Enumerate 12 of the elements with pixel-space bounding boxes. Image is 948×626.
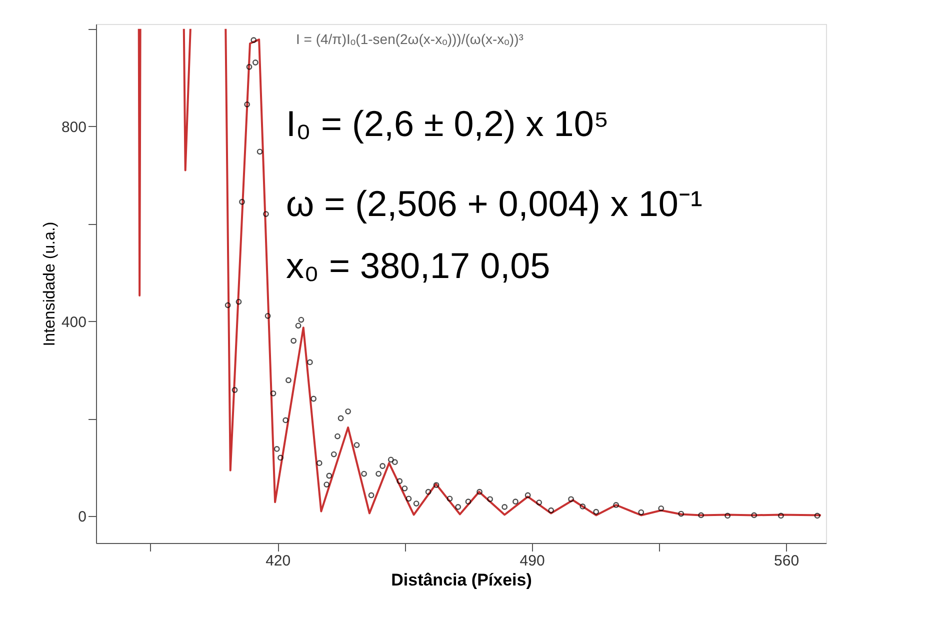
x-tick-label: 490 [520, 552, 545, 570]
x-tick-label: 420 [266, 552, 291, 570]
y-tick-label: 0 [78, 508, 86, 526]
x-tick-label: 560 [774, 552, 800, 570]
annotation: x₀ = 380,17 0,05 [286, 245, 550, 286]
y-axis-title: Intensidade (u.a.) [41, 222, 58, 346]
x-axis-title: Distância (Píxeis) [391, 570, 532, 590]
annotation: ω = (2,506 + 0,004) x 10⁻¹ [286, 183, 702, 224]
y-tick-label: 800 [61, 118, 86, 136]
annotation: I = (4/π)Iₒ(1-sen(2ω(x-xₒ)))/(ω(x-xₒ))³ [296, 31, 524, 47]
annotation: I₀ = (2,6 ± 0,2) x 10⁵ [286, 103, 609, 144]
y-tick-label: 400 [61, 314, 86, 331]
